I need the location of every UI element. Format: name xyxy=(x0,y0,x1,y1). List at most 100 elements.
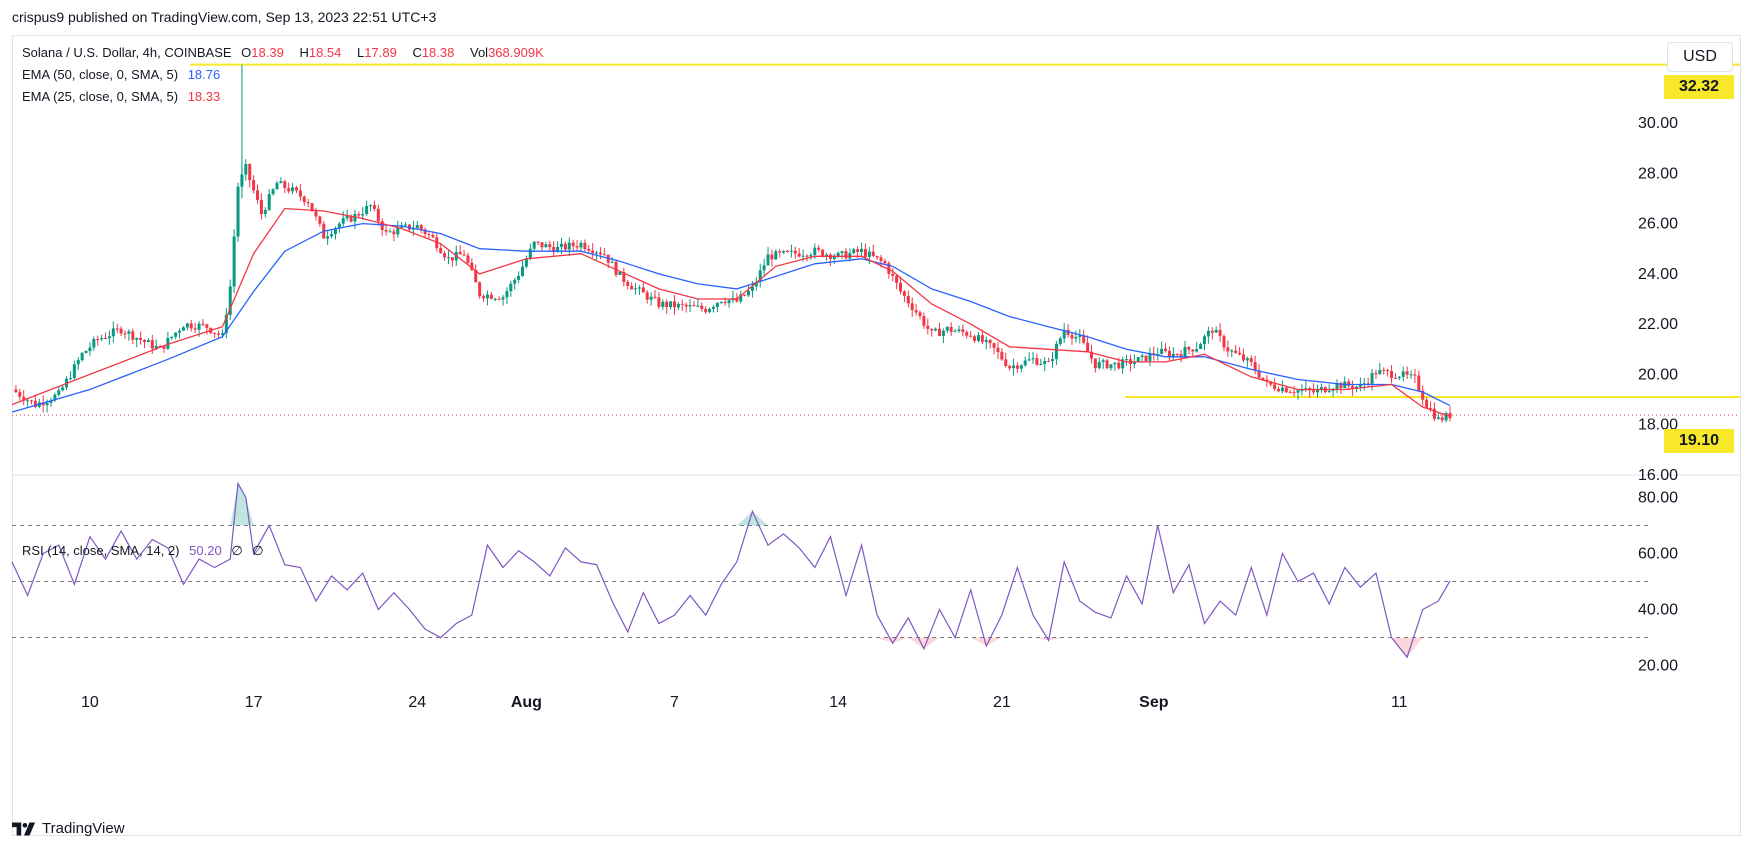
candle-body xyxy=(684,304,688,307)
candle-body xyxy=(341,218,345,224)
candle-body xyxy=(770,254,774,260)
time-axis-label: Sep xyxy=(1139,694,1169,711)
rsi-axis-label: 40.00 xyxy=(1638,602,1678,619)
candle-body xyxy=(875,255,879,258)
candle-body xyxy=(1117,362,1121,369)
candle-body xyxy=(1413,374,1417,376)
candle-body xyxy=(1319,387,1323,390)
candle-body xyxy=(33,400,37,407)
candle-body xyxy=(774,251,778,260)
candle-body xyxy=(715,302,719,307)
candle-body xyxy=(345,215,349,219)
candle-body xyxy=(1448,413,1452,419)
candle-body xyxy=(513,279,517,284)
candle-body xyxy=(1167,350,1171,357)
candle-body xyxy=(462,254,466,256)
candle-body xyxy=(193,328,197,330)
footer-brand[interactable]: TradingView xyxy=(12,820,125,837)
candle-body xyxy=(275,183,279,190)
candle-body xyxy=(1179,354,1183,357)
candle-body xyxy=(146,340,150,343)
legend-rsi-row[interactable]: RSI (14, close, SMA, 14, 2) 50.20 ∅ ∅ xyxy=(22,543,270,559)
candle-body xyxy=(723,301,727,304)
candle-body xyxy=(1039,363,1043,365)
candle-body xyxy=(1156,353,1160,356)
candle-body xyxy=(661,301,665,307)
candle-body xyxy=(1292,392,1296,394)
candle-body xyxy=(973,336,977,341)
candle-body xyxy=(961,329,965,333)
candle-body xyxy=(844,251,848,259)
open-label: O xyxy=(241,45,252,60)
candle-body xyxy=(158,345,162,347)
candle-body xyxy=(1210,330,1214,333)
candle-body xyxy=(1417,375,1421,391)
candle-body xyxy=(536,241,540,243)
candle-body xyxy=(949,326,953,332)
candle-body xyxy=(189,323,193,329)
legend-ema50-row[interactable]: EMA (50, close, 0, SMA, 5) 18.76 xyxy=(22,67,226,82)
candle-body xyxy=(201,323,205,325)
candle-body xyxy=(1078,335,1082,337)
candle-body xyxy=(1390,371,1394,378)
candle-body xyxy=(1241,354,1245,361)
candle-body xyxy=(217,333,221,335)
candle-body xyxy=(1121,359,1125,369)
candle-body xyxy=(836,252,840,257)
candle-body xyxy=(622,271,626,282)
high-label: H xyxy=(299,45,309,60)
candle-body xyxy=(575,246,579,248)
candle-body xyxy=(369,205,373,207)
candle-body xyxy=(735,297,739,302)
candle-body xyxy=(595,252,599,254)
time-axis-label: 7 xyxy=(670,694,679,711)
candle-body xyxy=(1089,351,1093,359)
candle-body xyxy=(727,300,731,304)
candle-body xyxy=(914,310,918,313)
candle-body xyxy=(704,308,708,313)
candle-body xyxy=(532,241,536,249)
candle-body xyxy=(548,244,552,248)
candle-body xyxy=(139,338,143,341)
candle-body xyxy=(996,347,1000,353)
candle-body xyxy=(1397,376,1401,379)
close-label: C xyxy=(412,45,422,60)
currency-button[interactable]: USD xyxy=(1667,42,1733,72)
candle-body xyxy=(431,234,435,238)
candle-body xyxy=(563,243,567,250)
candle-body xyxy=(540,242,544,248)
symbol-title[interactable]: Solana / U.S. Dollar, 4h, COINBASE xyxy=(22,45,232,60)
candle-body xyxy=(1405,371,1409,375)
candle-body xyxy=(1409,374,1413,376)
candle-body xyxy=(1351,385,1355,389)
ema50-line xyxy=(11,222,1451,413)
candle-body xyxy=(1004,359,1008,366)
candle-body xyxy=(762,265,766,271)
candle-body xyxy=(984,339,988,342)
candle-body xyxy=(485,294,489,299)
candle-body xyxy=(80,352,84,361)
candle-body xyxy=(337,223,341,229)
candle-body xyxy=(602,254,606,256)
candle-body xyxy=(1300,389,1304,391)
candle-body xyxy=(1222,336,1226,348)
candle-body xyxy=(672,301,676,308)
candle-body xyxy=(579,242,583,248)
candle-body xyxy=(501,297,505,300)
candle-body xyxy=(1202,336,1206,345)
candle-body xyxy=(680,303,684,305)
candle-body xyxy=(832,256,836,259)
candle-body xyxy=(817,247,821,250)
rsi-label: RSI (14, close, SMA, 14, 2) xyxy=(22,543,180,558)
candle-body xyxy=(789,250,793,252)
candle-body xyxy=(1382,369,1386,371)
legend-ema25-row[interactable]: EMA (25, close, 0, SMA, 5) 18.33 xyxy=(22,89,226,104)
candle-body xyxy=(524,258,528,267)
candle-body xyxy=(252,180,256,191)
candle-body xyxy=(127,331,131,334)
legend-symbol-row: Solana / U.S. Dollar, 4h, COINBASE O18.3… xyxy=(22,45,556,60)
candle-body xyxy=(614,261,618,275)
candle-body xyxy=(969,335,973,337)
candle-body xyxy=(1436,417,1440,419)
